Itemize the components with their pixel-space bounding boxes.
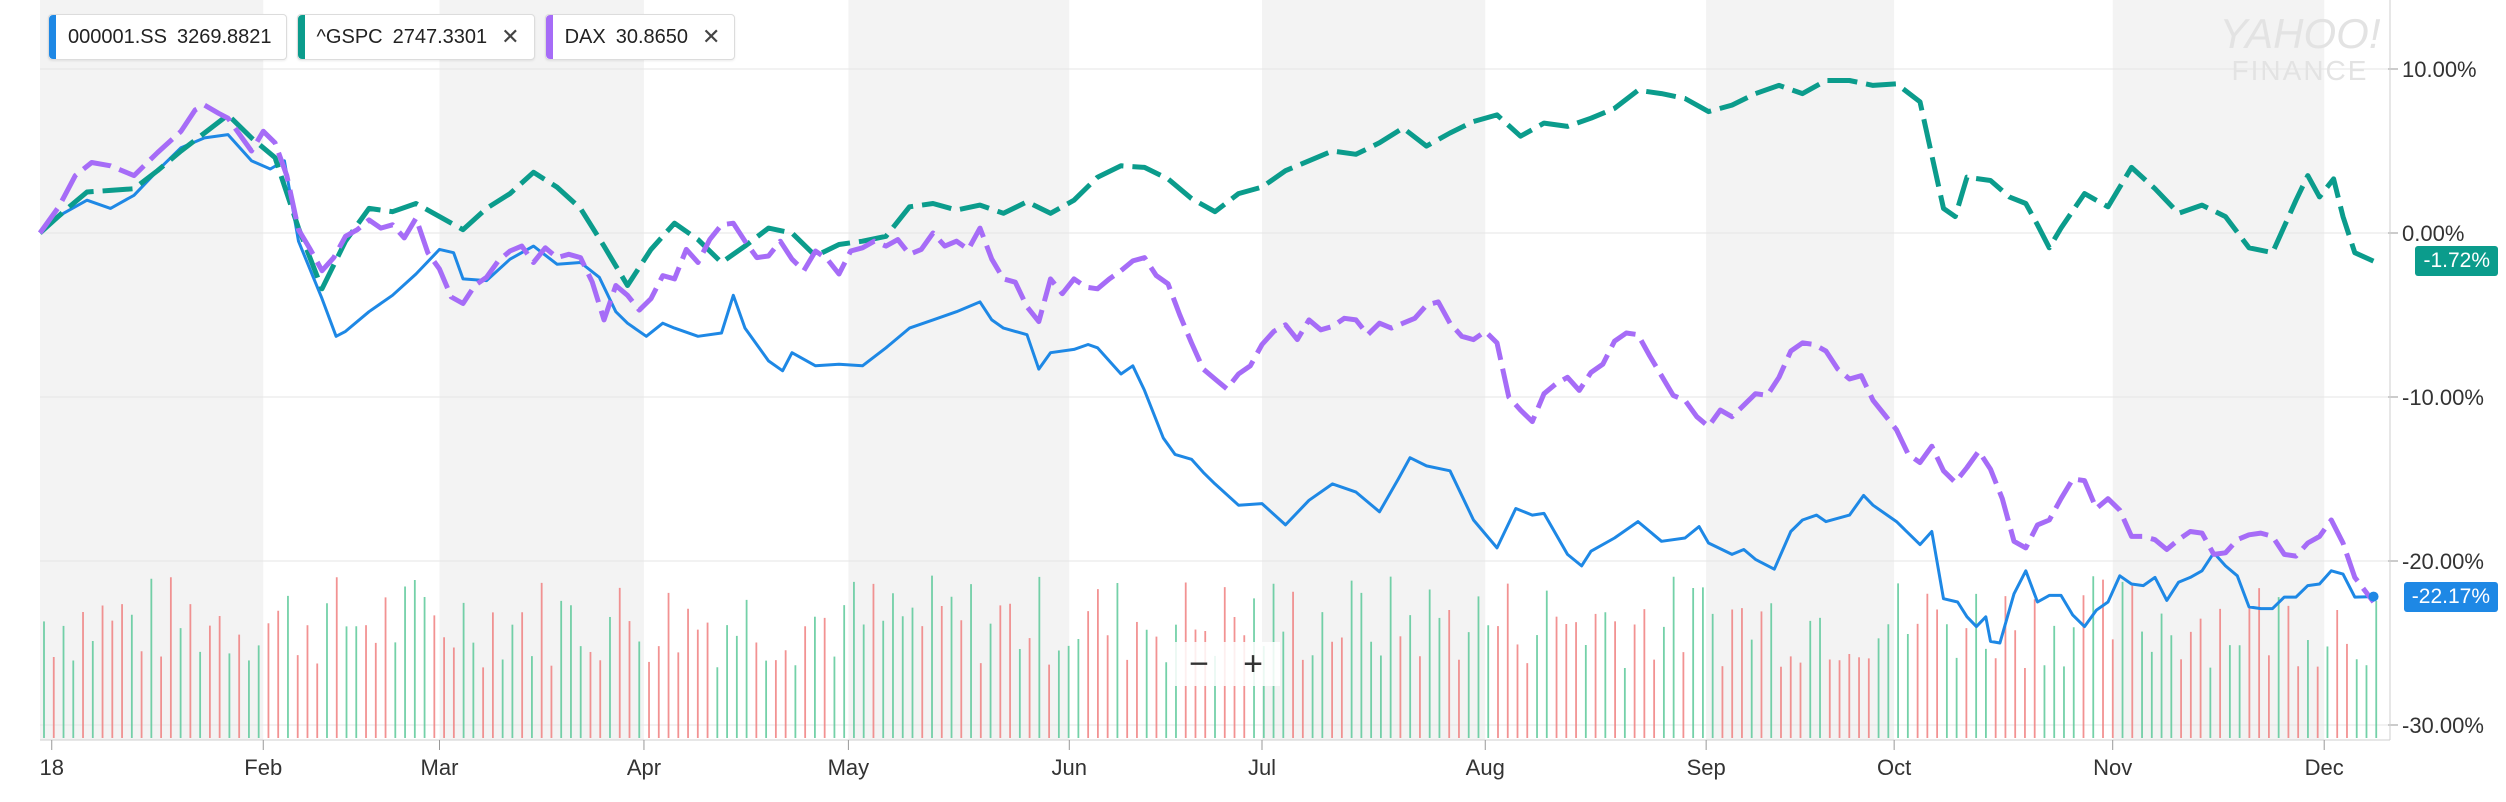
y-tick-label: -20.00%	[2402, 549, 2484, 574]
legend-value: 2747.3301	[392, 25, 488, 48]
y-tick-label: 0.00%	[2402, 221, 2464, 246]
x-tick-label: Jun	[1052, 755, 1087, 780]
x-tick-label: 18	[40, 755, 64, 780]
y-tick-label: -10.00%	[2402, 385, 2484, 410]
gspc-change-badge: -1.72%	[2415, 246, 2498, 277]
legend-symbol: ^GSPC	[316, 25, 383, 48]
yahoo-finance-watermark: YAHOO! FINANCE	[2219, 10, 2380, 86]
x-tick-label: May	[828, 755, 870, 780]
legend-symbol: DAX	[564, 25, 606, 48]
x-tick-label: Feb	[244, 755, 282, 780]
volume-bars	[43, 575, 2378, 738]
x-tick-label: Mar	[421, 755, 459, 780]
x-tick-label: Dec	[2305, 755, 2344, 780]
series-endpoint	[2368, 591, 2379, 602]
series-line-000001ss	[39, 133, 2374, 645]
legend-color-gspc	[297, 15, 305, 59]
watermark-line1: YAHOO!	[2219, 10, 2380, 57]
legend-color-ss	[49, 15, 56, 59]
month-band	[1262, 0, 1486, 740]
y-tick-label: -30.00%	[2402, 713, 2484, 738]
legend-value: 30.8650	[615, 25, 689, 48]
series-line-gspc	[38, 78, 2375, 292]
x-axis: 18 Feb Mar Apr May Jun Jul Aug Sep Oct Nov Dec	[40, 739, 2390, 780]
series-line-dax	[37, 102, 2376, 604]
legend-chip-gspc[interactable]: ^GSPC 2747.3301 ✕	[296, 14, 535, 60]
y-axis: 10.00% 0.00% -10.00% -20.00% -30.00%	[2388, 0, 2484, 740]
watermark-line2: FINANCE	[2232, 55, 2369, 86]
x-tick-label: Nov	[2093, 755, 2132, 780]
legend-chip-dax[interactable]: DAX 30.8650 ✕	[544, 14, 736, 60]
zoom-in-button[interactable]: +	[1226, 642, 1280, 686]
month-bands	[40, 0, 2325, 740]
close-icon[interactable]: ✕	[501, 24, 520, 49]
zoom-controls: − +	[1172, 642, 1280, 686]
x-tick-label: Sep	[1687, 755, 1726, 780]
legend-color-dax	[545, 15, 553, 59]
legend-chip-ss[interactable]: 000001.SS 3269.8821	[48, 14, 287, 60]
y-tick-label: 10.00%	[2402, 57, 2477, 82]
x-tick-label: Aug	[1466, 755, 1505, 780]
zoom-out-button[interactable]: −	[1172, 642, 1226, 686]
close-icon[interactable]: ✕	[702, 24, 721, 49]
legend-symbol: 000001.SS	[68, 25, 167, 48]
month-band	[1706, 0, 1895, 740]
x-tick-label: Jul	[1248, 755, 1276, 780]
x-tick-label: Apr	[627, 755, 661, 780]
ss-change-badge: -22.17%	[2403, 581, 2498, 612]
month-band	[848, 0, 1070, 740]
month-band	[2112, 0, 2325, 740]
legend: 000001.SS 3269.8821 ^GSPC 2747.3301 ✕ DA…	[48, 14, 736, 60]
gridlines	[40, 68, 2390, 726]
legend-value: 3269.8821	[176, 25, 272, 48]
series-lines	[37, 78, 2379, 645]
x-tick-label: Oct	[1877, 755, 1911, 780]
